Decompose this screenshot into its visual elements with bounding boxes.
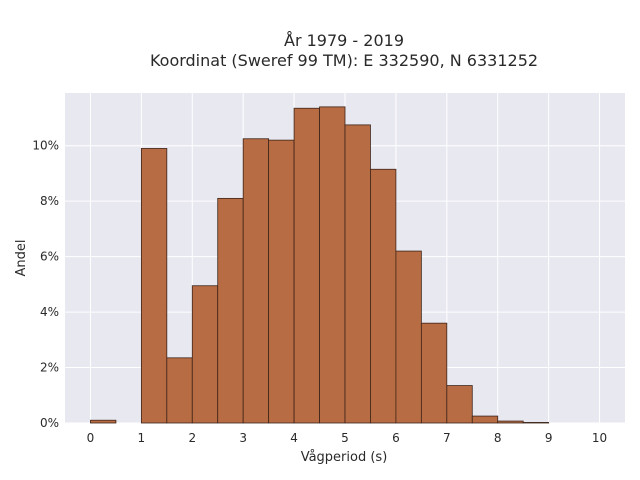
x-tick-label: 7 (443, 431, 451, 445)
x-tick-label: 4 (290, 431, 298, 445)
x-tick-label: 5 (341, 431, 349, 445)
bars-group (90, 106, 550, 424)
y-tick-label: 6% (40, 250, 59, 264)
x-tick-label: 8 (494, 431, 502, 445)
histogram-bar-15 (471, 415, 499, 424)
histogram-bar-11 (370, 168, 397, 424)
x-tick-label: 10 (592, 431, 607, 445)
x-tick-label: 6 (392, 431, 400, 445)
histogram-bar-6 (242, 138, 270, 424)
x-tick-label: 1 (138, 431, 146, 445)
x-tick-label: 0 (87, 431, 95, 445)
chart-title-line2: Koordinat (Sweref 99 TM): E 332590, N 63… (150, 51, 538, 70)
x-axis-label: Vågperiod (s) (301, 450, 388, 465)
histogram-bar-9 (319, 106, 346, 424)
histogram-bar-13 (420, 322, 448, 424)
y-tick-label: 0% (40, 416, 59, 430)
y-axis-label: Andel (14, 240, 29, 277)
histogram-bar-14 (446, 385, 473, 424)
chart-title-line1: År 1979 - 2019 (284, 31, 404, 50)
histogram-bar-5 (217, 197, 244, 424)
x-tick-label: 9 (545, 431, 553, 445)
y-tick-label: 8% (40, 194, 59, 208)
y-tick-label: 10% (32, 139, 59, 153)
histogram-bar-4 (191, 285, 219, 424)
y-tick-label: 2% (40, 361, 59, 375)
histogram-bar-16 (497, 420, 524, 424)
histogram-bar-8 (293, 107, 320, 424)
histogram-bar-3 (166, 357, 193, 424)
histogram-bar-17 (522, 422, 550, 424)
x-tick-label: 3 (239, 431, 247, 445)
histogram-bar-12 (395, 250, 422, 424)
histogram-bar-7 (268, 139, 295, 424)
histogram-bar-2 (140, 148, 168, 424)
histogram-bar-0 (90, 419, 117, 424)
y-axis-ticks: 0% 2% 4% 6% 8% 10% (32, 139, 59, 430)
x-tick-label: 2 (188, 431, 196, 445)
histogram-bar-10 (344, 124, 371, 424)
y-tick-label: 4% (40, 305, 59, 319)
x-axis-ticks: 0 1 2 3 4 5 6 7 8 9 10 (87, 431, 608, 445)
